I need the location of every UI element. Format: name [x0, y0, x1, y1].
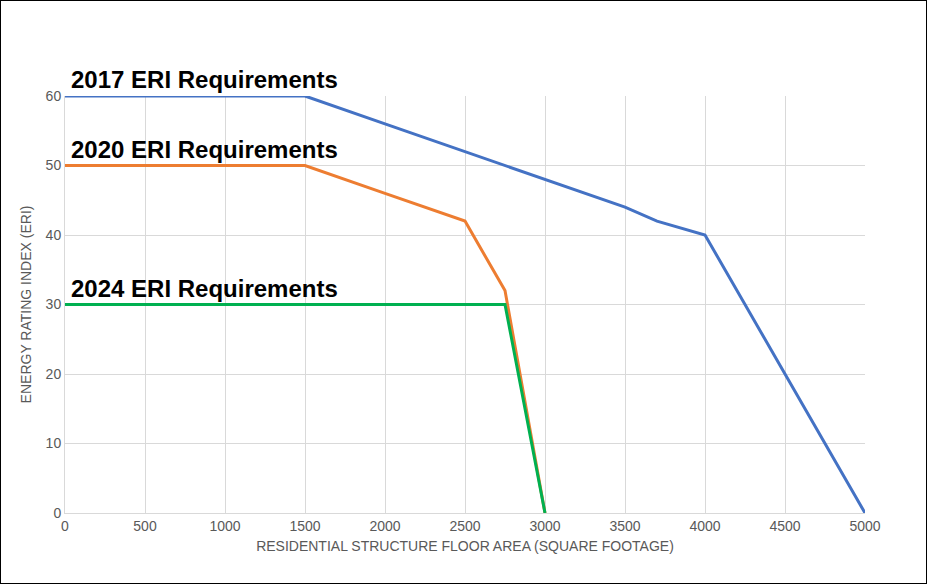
svg-text:0: 0 [53, 505, 61, 521]
svg-text:0: 0 [61, 518, 69, 534]
svg-text:RESIDENTIAL STRUCTURE FLOOR AR: RESIDENTIAL STRUCTURE FLOOR AREA (SQUARE… [256, 538, 674, 554]
svg-text:2020 ERI Requirements: 2020 ERI Requirements [71, 136, 338, 163]
svg-text:5000: 5000 [849, 518, 880, 534]
svg-text:20: 20 [46, 366, 62, 382]
svg-text:2000: 2000 [369, 518, 400, 534]
svg-text:2500: 2500 [449, 518, 480, 534]
svg-text:1500: 1500 [289, 518, 320, 534]
svg-text:500: 500 [133, 518, 157, 534]
svg-text:50: 50 [46, 157, 62, 173]
svg-text:60: 60 [46, 88, 62, 104]
svg-text:40: 40 [46, 227, 62, 243]
svg-text:2024 ERI Requirements: 2024 ERI Requirements [71, 275, 338, 302]
svg-text:4500: 4500 [769, 518, 800, 534]
svg-text:3500: 3500 [609, 518, 640, 534]
svg-text:4000: 4000 [689, 518, 720, 534]
svg-text:1000: 1000 [209, 518, 240, 534]
svg-text:ENERGY RATING INDEX (ERI): ENERGY RATING INDEX (ERI) [18, 206, 34, 404]
svg-text:30: 30 [46, 296, 62, 312]
svg-text:3000: 3000 [529, 518, 560, 534]
svg-text:2017 ERI Requirements: 2017 ERI Requirements [71, 66, 338, 93]
svg-text:10: 10 [46, 435, 62, 451]
